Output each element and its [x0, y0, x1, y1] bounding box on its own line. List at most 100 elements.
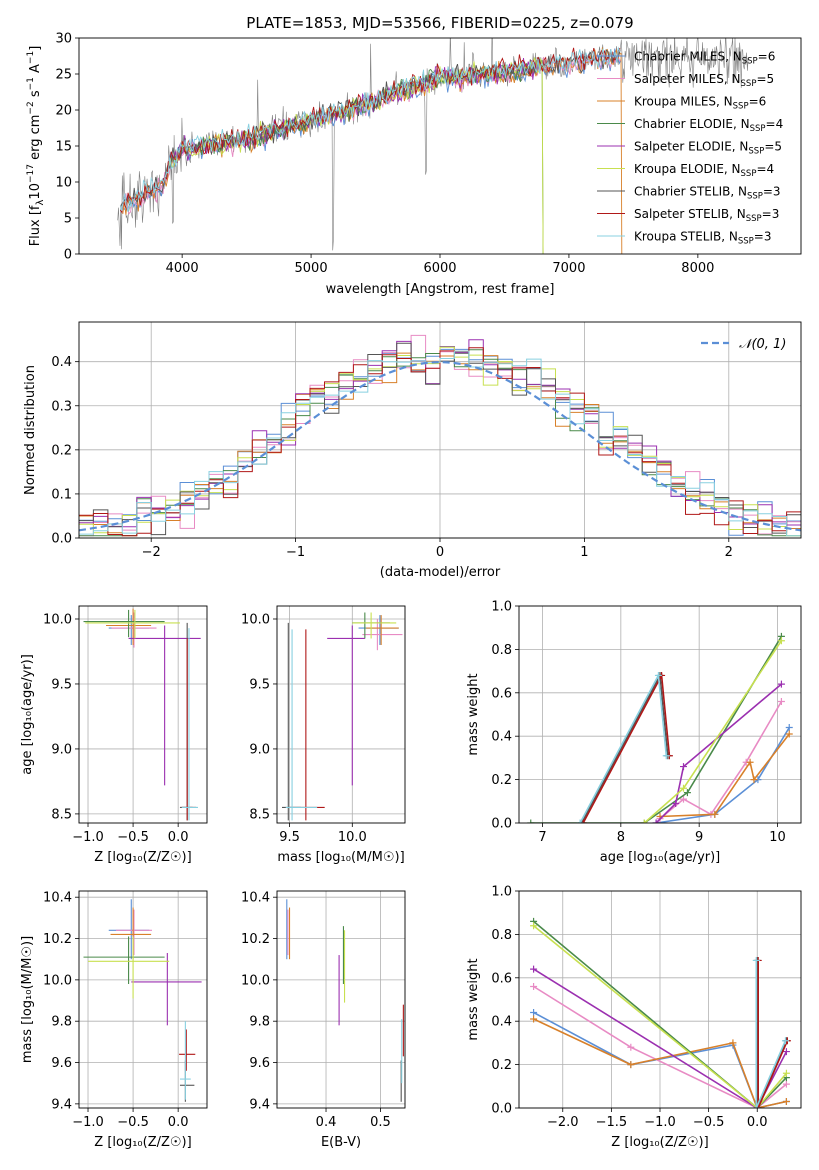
- x-axis-label: Z [log₁₀(Z/Z☉)]: [94, 850, 191, 865]
- series-line-salpeter-miles: [533, 985, 787, 1108]
- y-tick-label: 9.6: [51, 1056, 72, 1071]
- y-tick-label: 10.4: [43, 891, 72, 906]
- x-tick-label: 7000: [552, 261, 585, 276]
- x-tick-label: −2: [142, 545, 161, 560]
- y-tick-label: 9.4: [51, 1097, 72, 1112]
- x-tick-label: 7: [538, 830, 546, 845]
- chart-title: PLATE=1853, MJD=53566, FIBERID=0225, z=0…: [246, 14, 633, 32]
- histogram-kroupa-stelib: [79, 350, 801, 537]
- y-axis-label: mass weight: [466, 673, 481, 755]
- x-tick-label: −0.5: [693, 1115, 725, 1130]
- axes-frame: [276, 605, 406, 824]
- x-tick-label: −1: [286, 545, 305, 560]
- series-marker: [729, 1039, 737, 1047]
- y-tick-label: 0.0: [491, 817, 512, 832]
- plot-area: [530, 917, 791, 1108]
- x-axis-label: wavelength [Angstrom, rest frame]: [326, 282, 555, 297]
- normal-curve: [79, 360, 801, 532]
- axes-frame: [78, 37, 802, 255]
- model-spectrum-kroupa-stelib: [119, 46, 621, 212]
- y-tick-label: 1.0: [491, 885, 512, 900]
- series-marker: [711, 810, 719, 818]
- histogram-chabrier-stelib: [79, 342, 801, 536]
- x-axis-label: Z [log₁₀(Z/Z☉)]: [94, 1135, 191, 1150]
- series-marker: [785, 730, 793, 738]
- y-tick-label: 0.3: [51, 399, 72, 414]
- legend-entry: Chabrier ELODIE, NSSP=4: [634, 117, 783, 134]
- x-axis-label: Z [log₁₀(Z/Z☉)]: [611, 1135, 708, 1150]
- series-marker: [530, 1015, 538, 1023]
- axes-frame: [518, 890, 802, 1109]
- axes-frame: [276, 890, 406, 1109]
- plot-area: [83, 899, 202, 1102]
- y-tick-label: 25: [55, 68, 72, 83]
- y-tick-label: 9.5: [51, 677, 72, 692]
- panel-age-vs-mass: 9.5 10.0 8.5 9.0 9.5 10.0 mass [log₁₀(M/M☉)]: [241, 605, 406, 865]
- panel-weight-vs-age: 7 8 9 10 0.0 0.2 0.4 0.6 0.8 1.0 age [log₁₀(age/yr…: [466, 600, 802, 865]
- y-tick-label: 0.0: [491, 1102, 512, 1117]
- x-tick-label: −1.0: [72, 830, 104, 845]
- x-axis-label: age [log₁₀(age/yr)]: [600, 850, 721, 865]
- panel-mass-vs-EBV: 0.4 0.5 9.4 9.6 9.8 10.0 10.2 10.4 E(B-V): [241, 890, 406, 1150]
- series-marker: [680, 784, 687, 792]
- series-line-salpeter-elodie: [533, 968, 788, 1108]
- y-tick-label: 10.0: [241, 973, 270, 988]
- series-marker: [527, 819, 535, 823]
- legend-entry: 𝒩(0, 1): [739, 337, 786, 352]
- y-tick-label: 9.8: [249, 1015, 270, 1030]
- series-line-kroupa-stelib: [755, 960, 787, 1108]
- series-marker: [782, 1069, 790, 1077]
- y-tick-label: 30: [55, 32, 72, 47]
- y-tick-label: 10.2: [241, 932, 270, 947]
- series-line-chabrier-elodie: [530, 635, 783, 823]
- legend-entry: Salpeter STELIB, NSSP=3: [634, 207, 779, 224]
- x-tick-label: 0.0: [747, 1115, 768, 1130]
- series-marker: [777, 637, 785, 645]
- x-tick-label: 1: [580, 545, 588, 560]
- y-axis-label: mass [log₁₀(M/M☉)]: [20, 936, 35, 1063]
- y-tick-label: 1.0: [491, 600, 512, 615]
- y-tick-label: 8.5: [51, 807, 72, 822]
- series-marker: [530, 965, 538, 973]
- x-tick-label: −2.0: [547, 1115, 579, 1130]
- y-tick-label: 0.2: [491, 1058, 512, 1073]
- y-tick-label: 10.2: [43, 932, 72, 947]
- series-marker: [746, 758, 754, 766]
- legend-entry: Kroupa ELODIE, NSSP=4: [634, 162, 774, 179]
- x-tick-label: 8000: [681, 261, 714, 276]
- series-marker: [777, 697, 785, 705]
- legend-entry: Salpeter ELODIE, NSSP=5: [634, 140, 782, 157]
- panel-residuals: −2 −1 0 1 2 0.0 0.1 0.2 0.3 0.4 (data-model)/error…: [23, 321, 802, 580]
- series-line-kroupa-miles: [659, 733, 790, 818]
- y-tick-label: 9.0: [51, 742, 72, 757]
- series-marker: [782, 1080, 790, 1088]
- axes-frame: [78, 890, 208, 1109]
- series-marker: [782, 1048, 790, 1056]
- x-tick-label: 10: [769, 830, 786, 845]
- series-marker: [750, 776, 758, 784]
- x-tick-label: 5000: [295, 261, 328, 276]
- x-tick-label: 9: [695, 830, 703, 845]
- series-marker: [579, 819, 587, 823]
- series-line-kroupa-elodie: [533, 925, 788, 1108]
- panel-age-vs-Z: −1.0 −0.5 0.0 8.5 9.0 9.5 10.0 Z [log₁₀(Z/Z☉)] a…: [20, 605, 208, 865]
- series-marker: [672, 799, 680, 807]
- y-axis-label: Flux [fλ10−17 erg cm−2 s−1 A−1]: [26, 46, 46, 247]
- series-line-salpeter-elodie: [655, 683, 782, 823]
- x-tick-label: 9.5: [279, 830, 300, 845]
- model-spectrum-chabrier-miles: [122, 48, 622, 212]
- legend-entry: Kroupa MILES, NSSP=6: [634, 95, 766, 112]
- y-tick-label: 0.2: [51, 443, 72, 458]
- series-marker: [680, 795, 687, 803]
- y-tick-label: 0.4: [51, 355, 72, 370]
- x-tick-label: 10.0: [338, 830, 367, 845]
- x-tick-label: 6000: [423, 261, 456, 276]
- series-marker: [530, 1009, 538, 1017]
- model-spectrum-kroupa-elodie: [168, 56, 544, 254]
- y-tick-label: 10.0: [43, 973, 72, 988]
- series-marker: [754, 1104, 762, 1108]
- series-marker: [777, 680, 785, 688]
- x-tick-label: 0.0: [168, 830, 189, 845]
- series-marker: [654, 671, 662, 679]
